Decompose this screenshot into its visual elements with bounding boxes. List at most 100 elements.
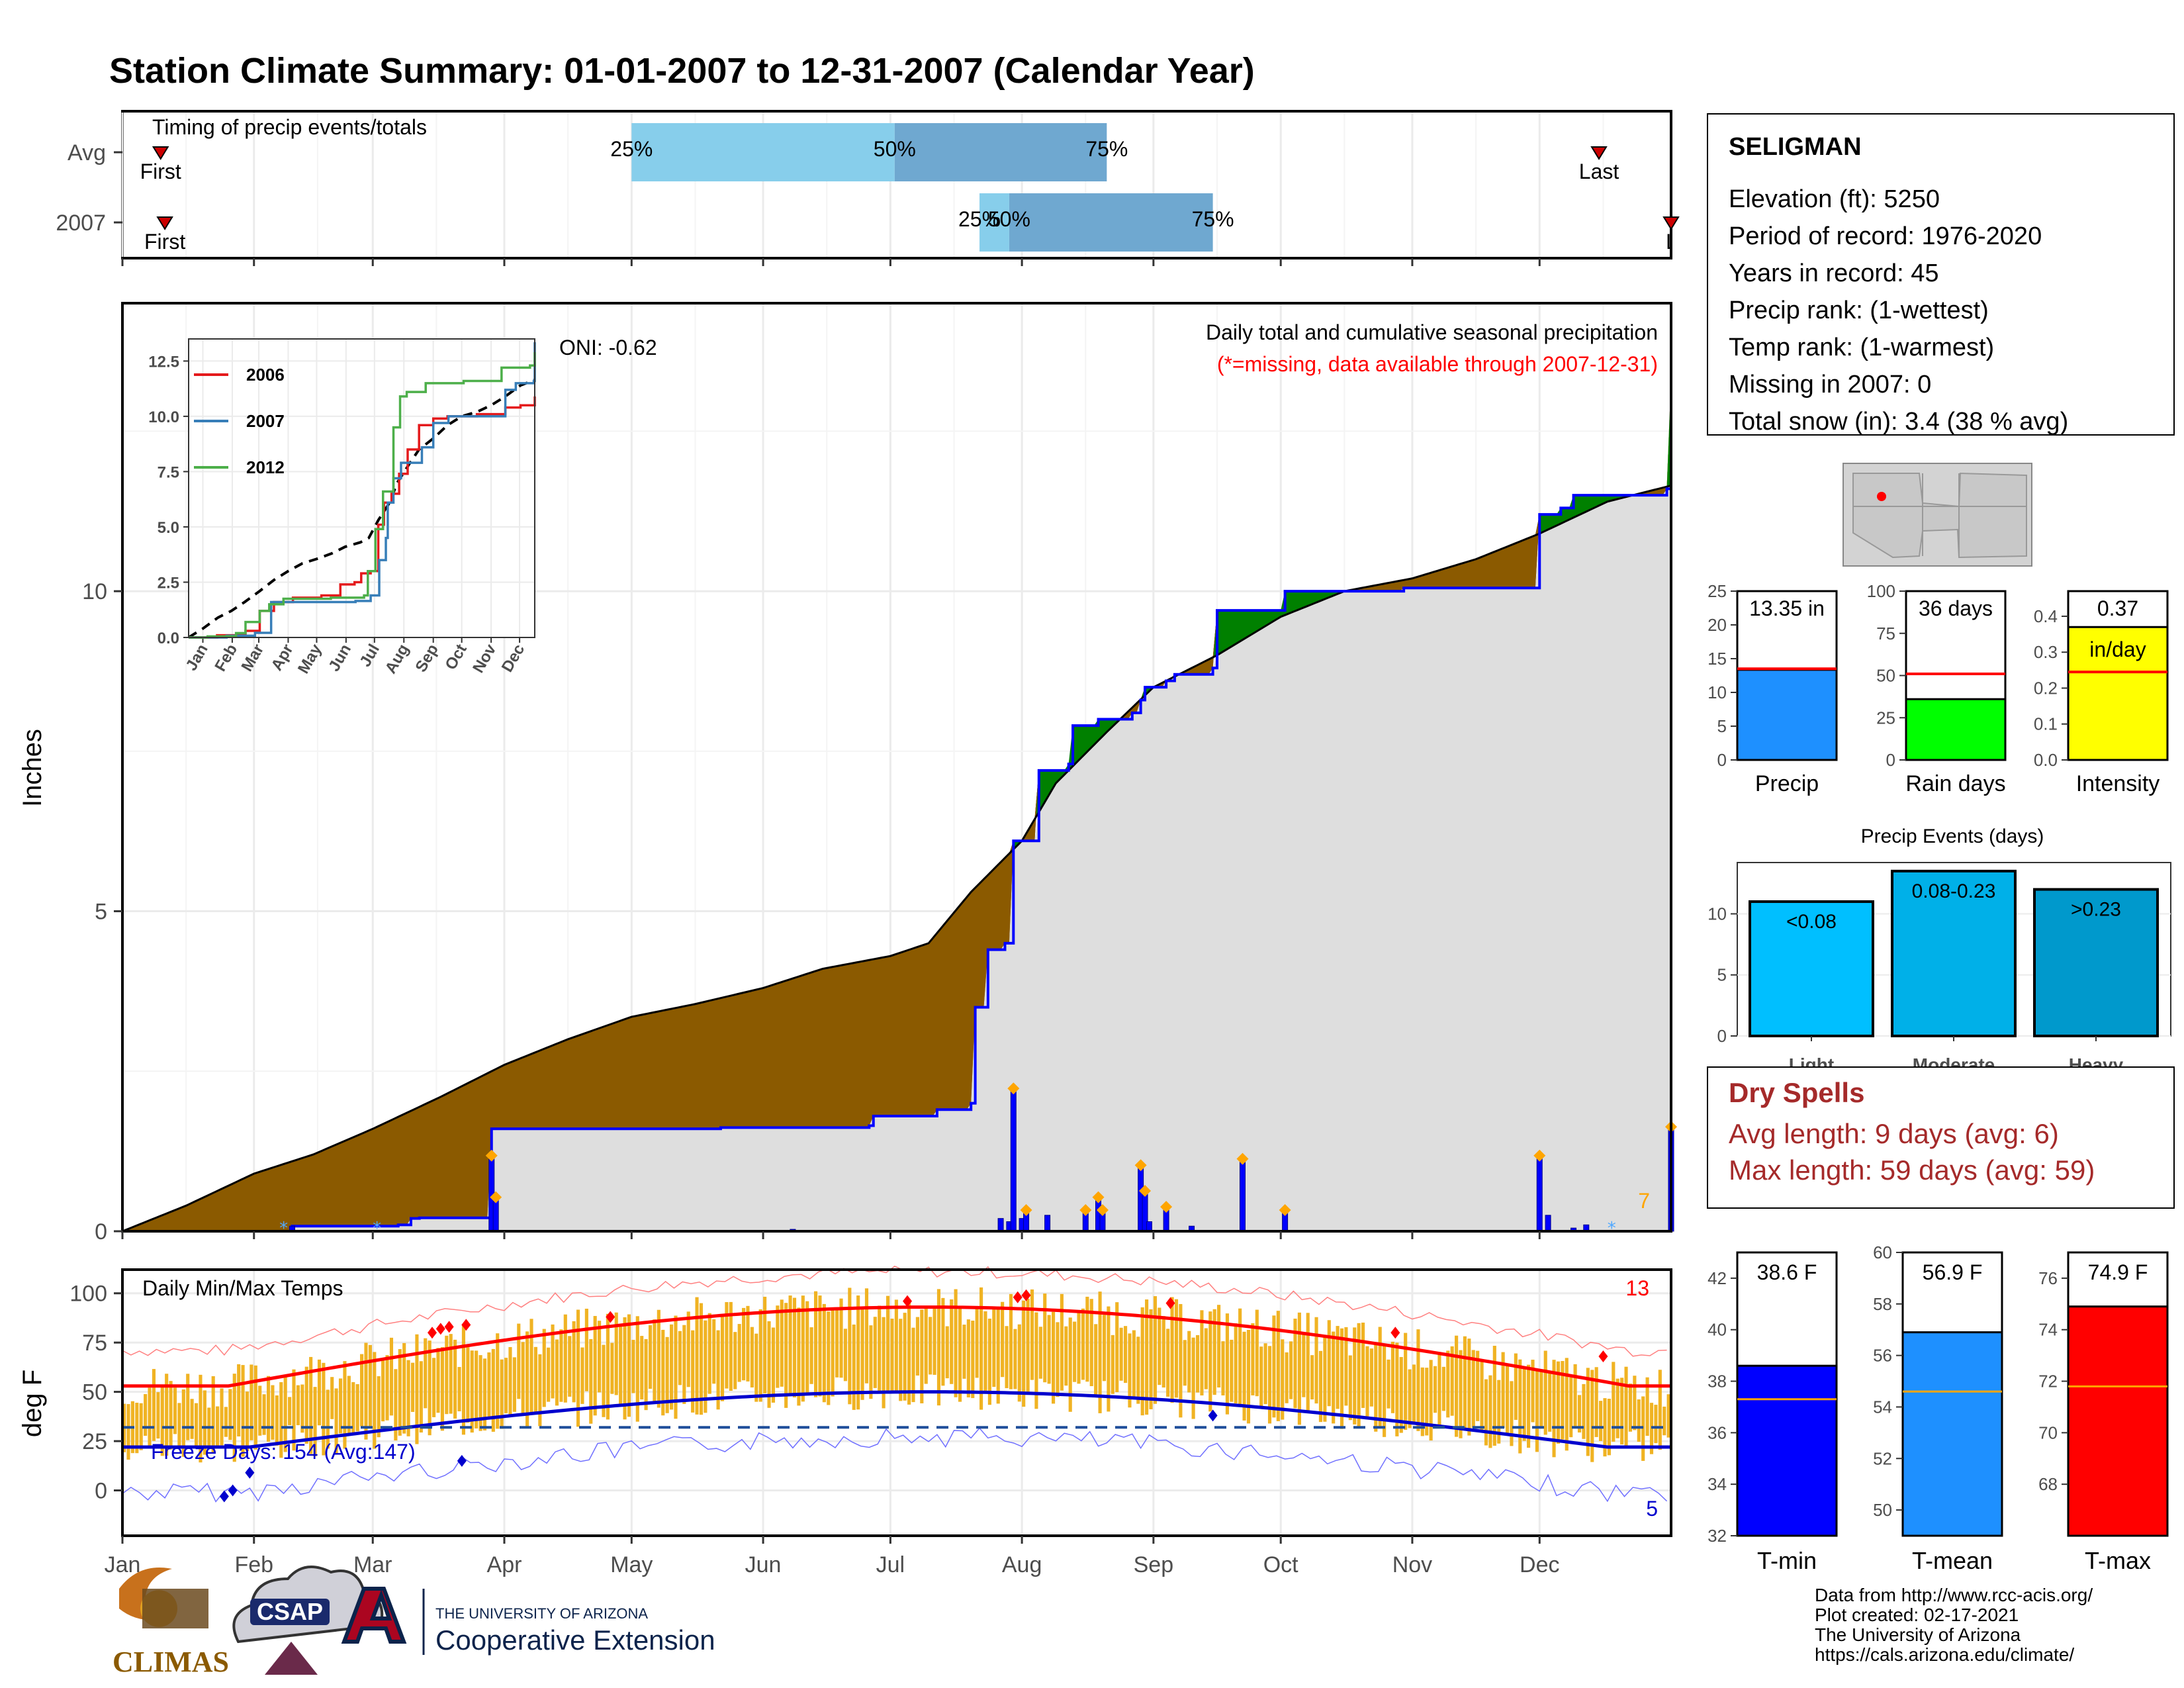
daily-temp-bar [296,1385,300,1425]
daily-temp-bar [436,1348,440,1413]
daily-temp-bar [478,1355,482,1431]
daily-temp-bar [929,1317,933,1375]
daily-temp-bar [300,1384,304,1433]
daily-temp-bar [262,1394,266,1435]
daily-temp-bar [165,1374,169,1456]
daily-temp-bar [415,1334,419,1444]
daily-temp-bar [533,1346,537,1414]
daily-temp-bar [428,1340,432,1436]
mini-precip-ytick-label: 10 [1707,682,1727,702]
daily-temp-bar [1174,1299,1179,1398]
daily-temp-bar [1038,1327,1042,1379]
daily-temp-bar [1056,1322,1060,1397]
temp-bar-ytick-label: 56 [1873,1346,1892,1366]
daily-temp-bar [1022,1300,1026,1407]
daily-temp-bar [355,1383,359,1432]
daily-temp-bar [292,1369,296,1451]
mini-intensity-ytick-label: 0.2 [2034,678,2058,698]
daily-temp-bar [720,1315,725,1401]
daily-temp-bar [707,1313,711,1394]
record-high-marker [1390,1327,1400,1339]
daily-temp-bar [542,1329,546,1407]
daily-temp-bar [1017,1324,1021,1402]
daily-temp-bar [1187,1331,1191,1393]
mini-intensity-unit: in/day [2089,637,2146,661]
credits: Data from http://www.rcc-acis.org/Plot c… [1815,1585,2093,1665]
precip-cumulative-line [122,377,1672,1233]
events-bar-label-light: <0.08 [1786,911,1837,933]
daily-temp-bar [771,1327,776,1403]
dry-spells-box: Dry Spells Avg length: 9 days (avg: 6) M… [1707,1066,2175,1209]
daily-temp-bar [271,1385,275,1440]
temp-avg-max-line [122,1305,1671,1388]
daily-temp-bar [1068,1317,1072,1412]
month-label-oct: Oct [1263,1552,1298,1577]
daily-precip-peak-marker [1079,1203,1092,1216]
daily-temp-bar [890,1319,894,1391]
timing-label: Timing of precip events/totals [152,115,427,139]
temp-bar-ytick-label: 38 [1707,1372,1727,1391]
daily-temp-bar [1077,1312,1081,1384]
temp-ytick-label: 100 [69,1282,107,1307]
daily-temp-bar [699,1303,704,1415]
daily-temp-bar [1107,1306,1111,1412]
daily-temp-bar [1361,1323,1365,1408]
daily-temp-bar [1217,1305,1221,1387]
temp-bar-ytick-label: 74 [2038,1320,2058,1340]
daily-temp-bar [258,1385,262,1436]
daily-temp-bar [856,1295,860,1410]
daily-temp-bar [704,1320,707,1413]
daily-precip-bar [1044,1215,1051,1232]
daily-temp-bar [818,1295,822,1397]
record-high-marker [606,1311,615,1323]
daily-temp-bar [1374,1343,1378,1432]
daily-temp-bar [283,1375,287,1452]
daily-temp-bar [873,1317,877,1388]
daily-temp-bar [1323,1335,1327,1422]
daily-temp-bar [776,1305,780,1388]
temp-ytick-label: 25 [82,1429,107,1454]
daily-temp-bar [827,1311,831,1405]
timing-row-2007-label: 2007 [56,211,106,236]
daily-temp-bar [1204,1328,1208,1389]
daily-temp-bar [228,1389,232,1440]
daily-temp-bar [813,1291,818,1397]
daily-temp-bar [1208,1311,1212,1412]
temp-bar-ytick-label: 60 [1873,1243,1892,1262]
daily-temp-bar [1306,1313,1310,1413]
daily-temp-bar [313,1387,317,1456]
daily-temp-bar [1318,1350,1323,1423]
station-info-line: Elevation (ft): 5250 [1729,185,1940,213]
daily-temp-bar [1357,1323,1361,1428]
daily-temp-bar [1365,1346,1369,1417]
daily-temp-bar [1628,1383,1633,1432]
daily-temp-bar [1161,1316,1165,1388]
daily-temp-bar [1505,1364,1510,1434]
mini-intensity-ytick-label: 0.4 [2034,606,2058,626]
daily-temp-bar [983,1311,987,1391]
daily-temp-bar [695,1297,699,1415]
mini-rain-days-ytick-label: 25 [1876,708,1895,727]
daily-precip-peak-marker [485,1149,498,1162]
daily-temp-bar [169,1381,173,1450]
station-location-marker [1877,492,1886,501]
daily-temp-bar [992,1309,996,1387]
daily-temp-bar [1267,1346,1272,1424]
mini-precip-label: Precip [1755,771,1819,796]
daily-temp-bar [224,1407,228,1437]
daily-temp-bar [1620,1378,1624,1445]
daily-temp-bar [1658,1370,1662,1450]
daily-temp-bar [1586,1368,1590,1456]
record-high-marker [1165,1297,1175,1309]
daily-temp-bar [135,1403,139,1454]
daily-temp-bar [1348,1355,1352,1421]
daily-temp-bar [936,1289,941,1406]
daily-temp-bar [1170,1297,1174,1403]
daily-temp-bar [598,1321,602,1393]
mini-intensity-label: Intensity [2076,771,2160,796]
precip-count: 7 [1638,1189,1650,1213]
daily-temp-bar [1272,1315,1276,1418]
mini-intensity-value: 0.37 [2097,596,2138,620]
daily-temp-bar [712,1319,716,1384]
